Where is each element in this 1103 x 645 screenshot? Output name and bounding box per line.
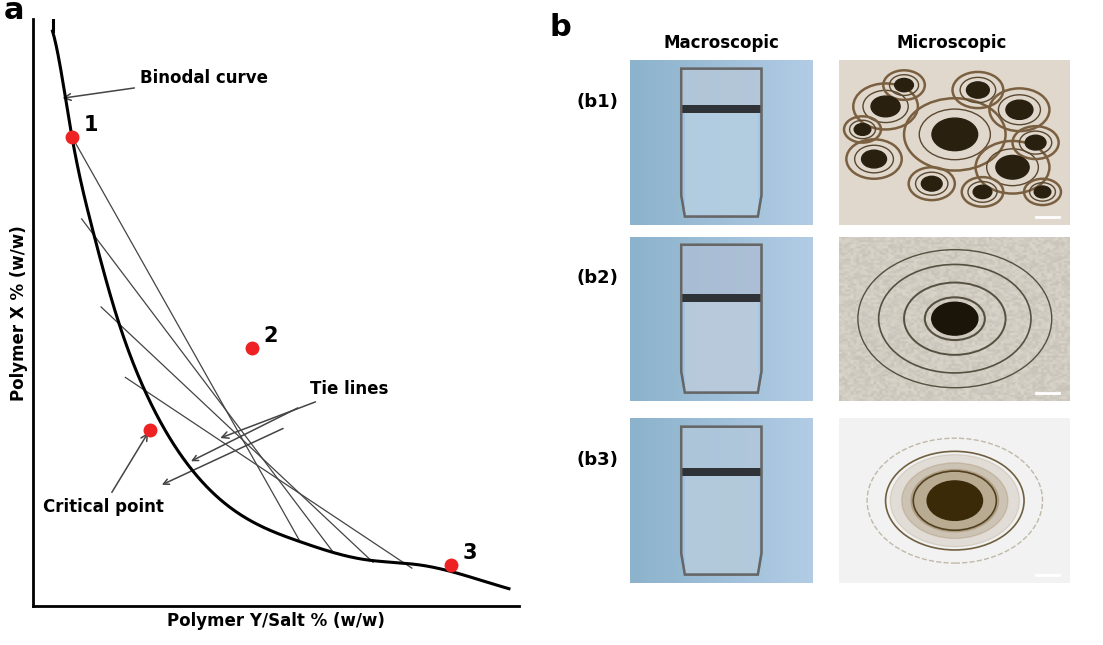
Text: (b3): (b3): [577, 451, 619, 468]
Text: 3: 3: [463, 543, 478, 563]
Text: Tie lines: Tie lines: [222, 380, 388, 438]
Text: (b2): (b2): [577, 268, 619, 286]
Text: 2: 2: [264, 326, 278, 346]
Text: 1: 1: [84, 115, 98, 135]
Text: Macroscopic: Macroscopic: [663, 34, 780, 52]
Text: Critical point: Critical point: [43, 434, 163, 515]
Text: Microscopic: Microscopic: [897, 34, 1007, 52]
X-axis label: Polymer Y/Salt % (w/w): Polymer Y/Salt % (w/w): [167, 612, 385, 630]
Text: a: a: [4, 0, 24, 25]
Text: b: b: [549, 14, 571, 43]
Text: (b1): (b1): [577, 92, 619, 110]
Y-axis label: Polymer X % (w/w): Polymer X % (w/w): [10, 225, 28, 401]
Text: Binodal curve: Binodal curve: [64, 69, 268, 101]
